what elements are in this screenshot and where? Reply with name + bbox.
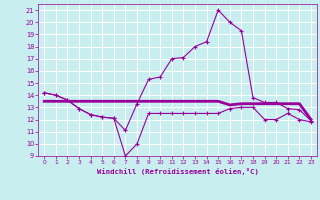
X-axis label: Windchill (Refroidissement éolien,°C): Windchill (Refroidissement éolien,°C) [97,168,259,175]
